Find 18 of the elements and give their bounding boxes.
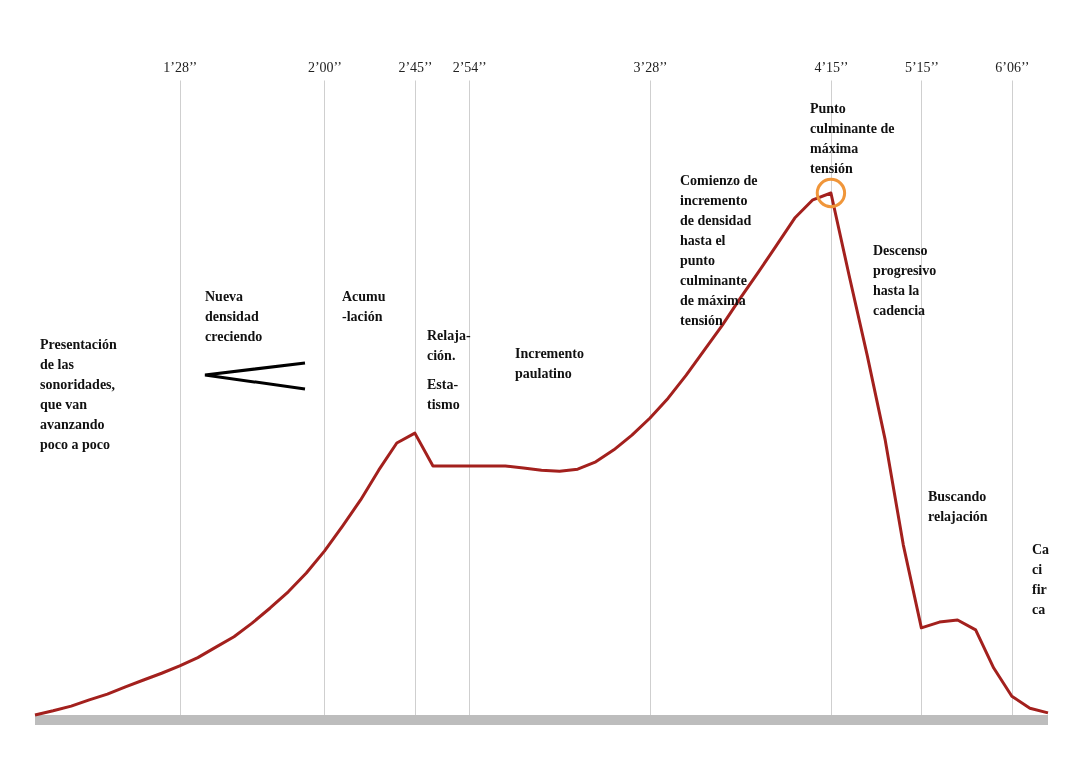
annotation: Nueva densidad creciendo xyxy=(205,289,263,344)
x-tick-label: 2’45’’ xyxy=(398,59,433,75)
x-tick-label: 1’28’’ xyxy=(163,59,198,75)
annotation: Acumu -lación xyxy=(342,289,386,324)
x-tick-label: 2’54’’ xyxy=(452,59,487,75)
annotation: Esta- tismo xyxy=(427,377,460,412)
annotation: Descenso progresivo hasta la cadencia xyxy=(873,243,937,318)
text: Punto culminante de máxima tensión xyxy=(810,101,895,176)
x-tick-label: 6’06’’ xyxy=(995,59,1030,75)
annotation: Buscando relajación xyxy=(928,489,988,524)
annotation: Ca ci fir ca xyxy=(1032,542,1050,617)
annotation: Relaja- ción. xyxy=(427,328,471,363)
x-tick-label: 3’28’’ xyxy=(633,59,668,75)
x-tick-label: 4’15’’ xyxy=(814,59,849,75)
annotation: Presentación de las sonoridades, que van avanzando poco a poco xyxy=(40,337,117,452)
x-tick-label: 2’00’’ xyxy=(307,59,342,75)
x-tick-label: 5’15’’ xyxy=(904,59,939,75)
annotation: Incremento paulatino xyxy=(515,346,584,381)
